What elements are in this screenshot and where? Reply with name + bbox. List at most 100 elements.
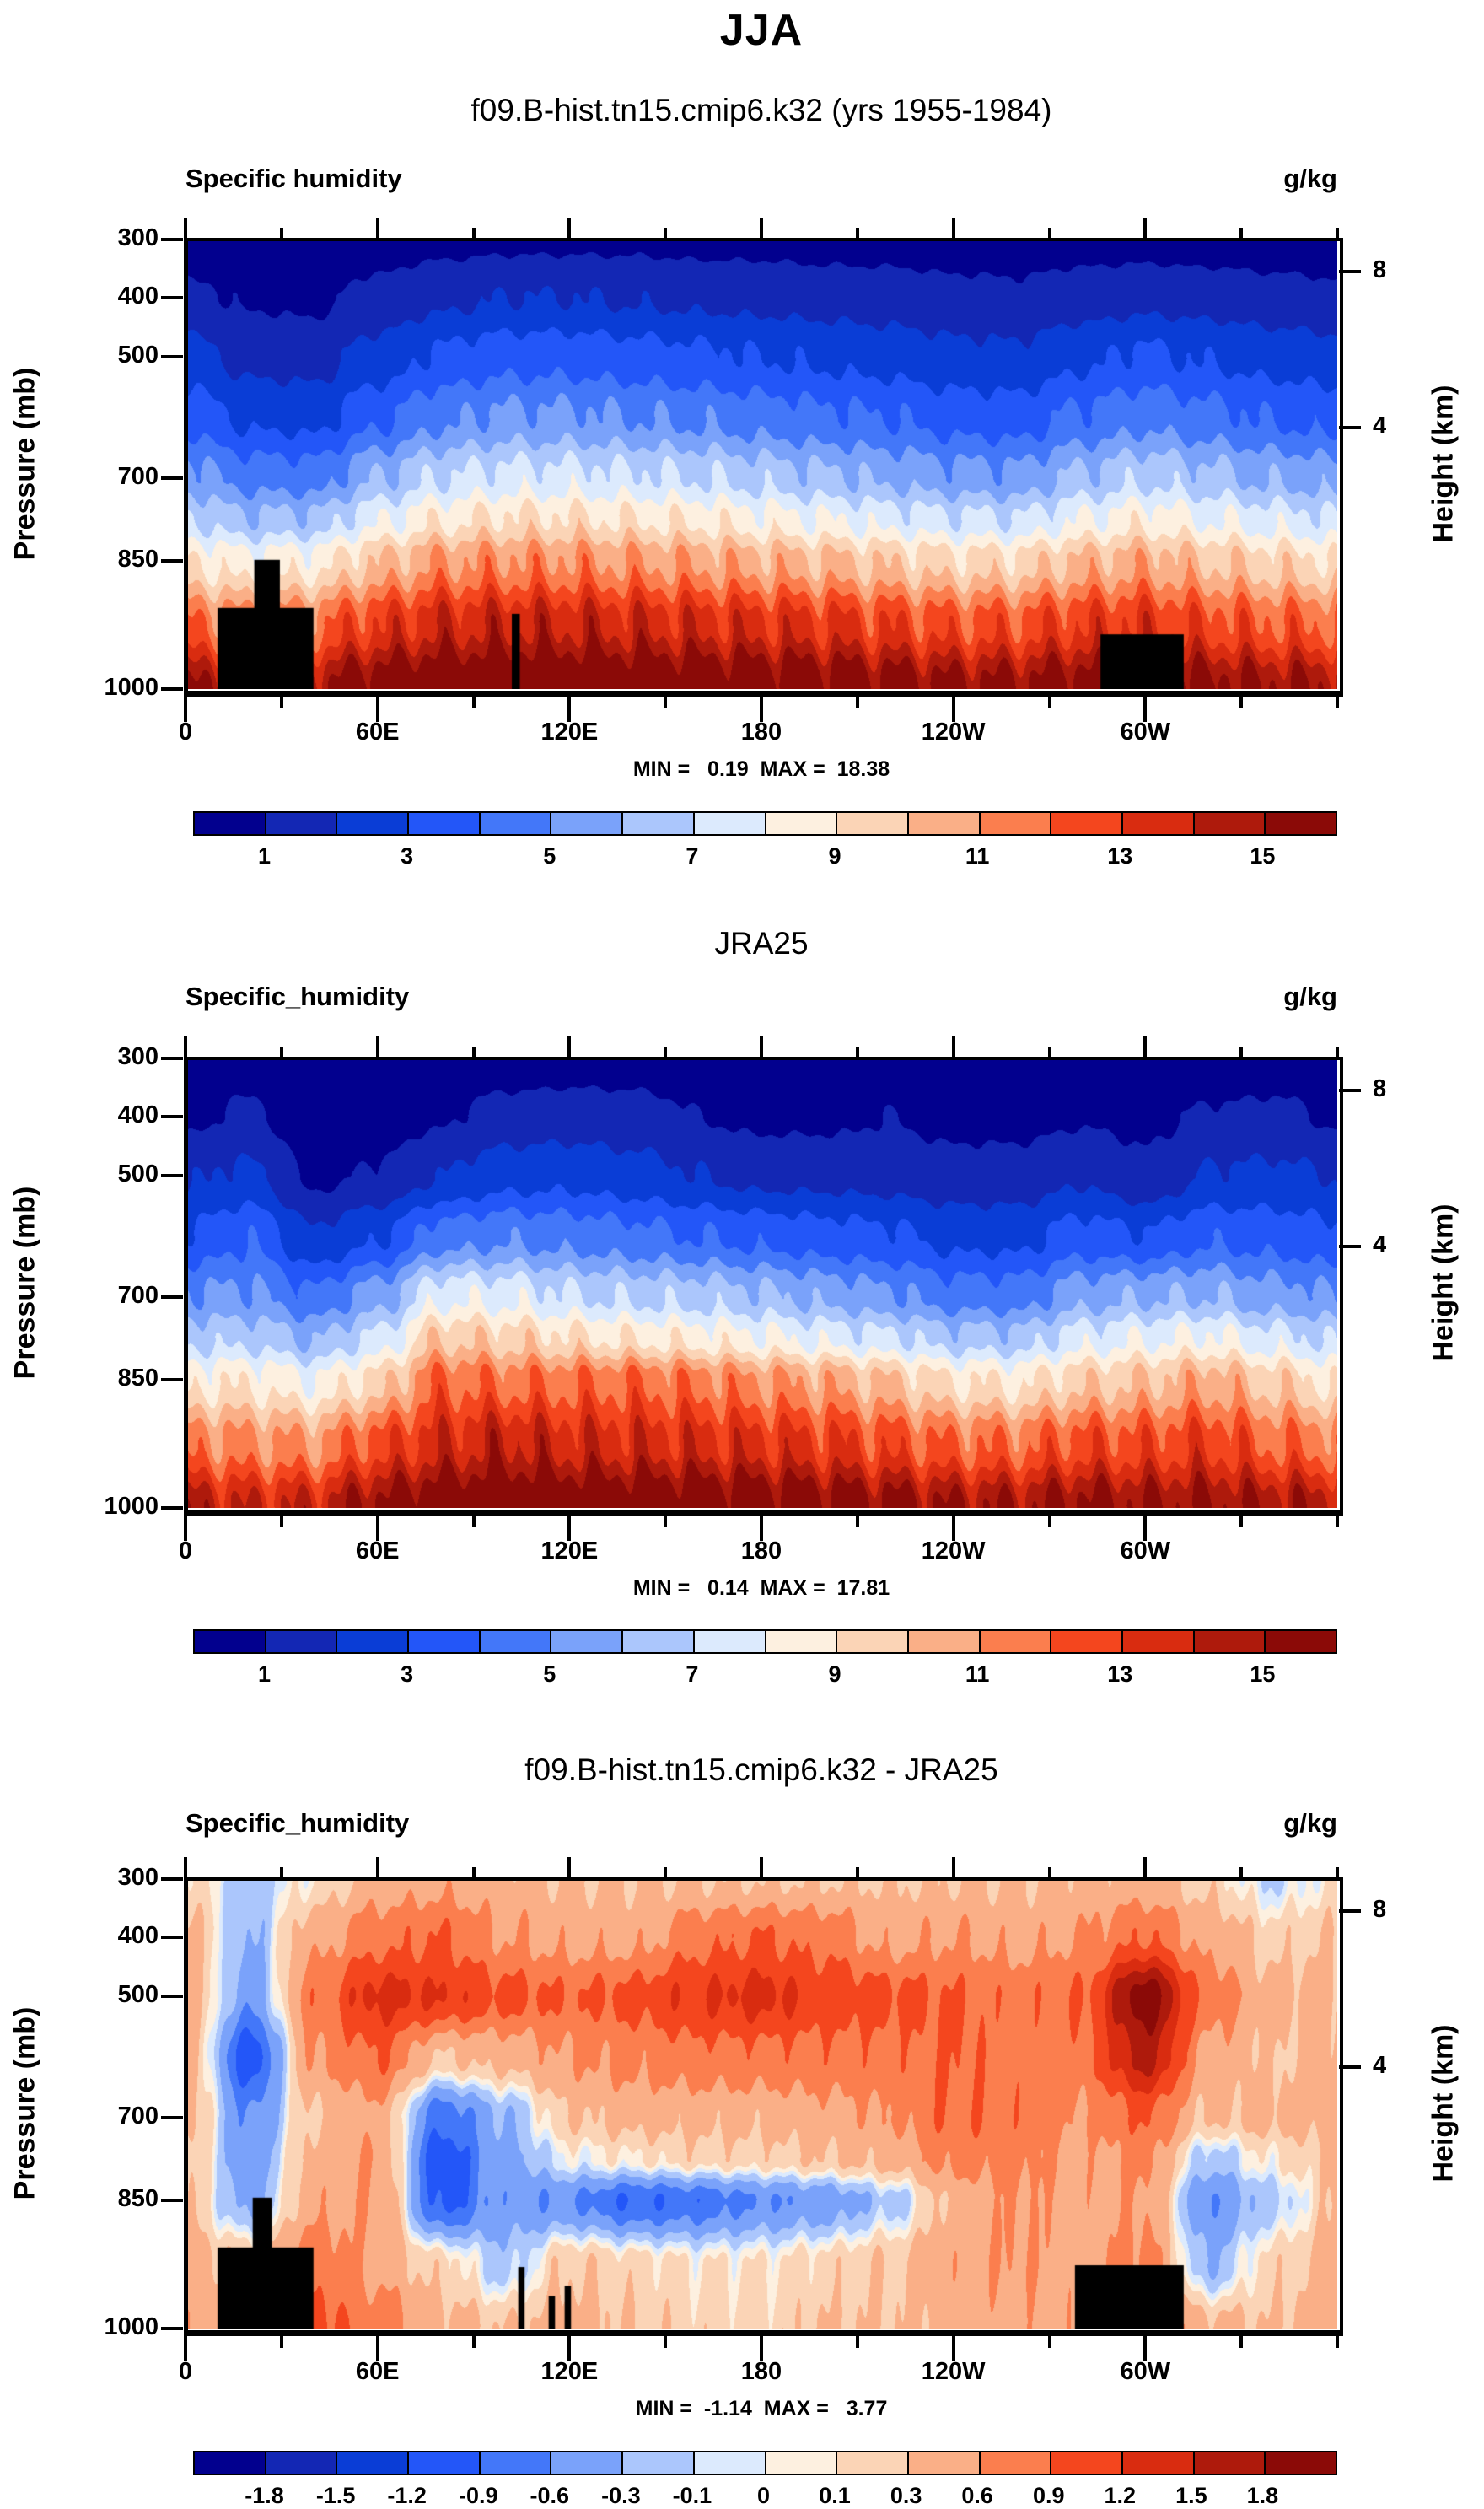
- x-major-tick-top: [1143, 1036, 1148, 1057]
- x-minor-tick-top: [279, 228, 283, 238]
- colorbar-cell: [480, 2452, 552, 2474]
- x-tick-label: 60W: [1120, 719, 1171, 746]
- panel1-minmax-text: MIN = 0.19 MAX = 18.38: [632, 757, 890, 781]
- height-tick-label: 8: [1373, 1074, 1387, 1102]
- x-tick-label: 120W: [921, 719, 986, 746]
- pressure-tick-label: 300: [117, 1864, 159, 1891]
- x-minor-tick-top: [855, 1867, 859, 1877]
- x-minor-tick-top: [1336, 228, 1339, 238]
- colorbar-tick-label: 15: [1250, 843, 1276, 869]
- x-major-tick-top: [951, 1857, 955, 1877]
- colorbar-cell: [1194, 813, 1266, 834]
- x-major-tick-top: [567, 1857, 572, 1877]
- colorbar-cell: [1122, 2452, 1195, 2474]
- x-major-tick-top: [184, 218, 187, 238]
- colorbar-cell: [908, 2452, 981, 2474]
- pressure-tick: [161, 1114, 183, 1118]
- colorbar-cell: [1266, 813, 1336, 834]
- height-tick: [1339, 269, 1361, 273]
- colorbar-cell: [623, 2452, 695, 2474]
- x-major-tick: [760, 693, 763, 722]
- panel1-yaxis-label: Pressure (mb): [8, 367, 41, 561]
- pressure-tick: [161, 2116, 183, 2120]
- colorbar-tick-label: 7: [686, 843, 699, 869]
- colorbar-tick-label: -0.6: [530, 2483, 570, 2508]
- x-minor-tick: [471, 2333, 476, 2348]
- x-tick-label: 180: [740, 2358, 782, 2385]
- colorbar-cell: [266, 1631, 338, 1652]
- colorbar-cell: [1051, 2452, 1123, 2474]
- panel3-field-label: Specific_humidity: [186, 1808, 410, 1838]
- panel1-field-label: Specific humidity: [186, 164, 402, 193]
- colorbar-tick-label: 13: [1107, 1661, 1133, 1687]
- panel2-units-label: g/kg: [1283, 982, 1337, 1011]
- x-major-tick-top: [760, 218, 763, 238]
- pressure-tick-label: 500: [117, 1160, 159, 1188]
- panel3-yaxis-label: Pressure (mb): [8, 2006, 41, 2200]
- pressure-tick-label: 400: [117, 282, 159, 310]
- pressure-tick-label: 500: [117, 342, 159, 369]
- colorbar-cell: [409, 1631, 481, 1652]
- colorbar-tick-label: 11: [965, 843, 990, 869]
- colorbar-cell: [623, 813, 695, 834]
- x-minor-tick: [279, 693, 283, 708]
- x-minor-tick-top: [471, 1867, 476, 1877]
- colorbar-cell: [337, 1631, 410, 1652]
- colorbar-cell: [1122, 813, 1195, 834]
- x-minor-tick-top: [279, 1867, 283, 1877]
- x-major-tick-top: [184, 1857, 187, 1877]
- height-tick-label: 8: [1373, 256, 1387, 283]
- colorbar-tick-label: 13: [1107, 843, 1133, 869]
- colorbar-cell: [266, 813, 338, 834]
- pressure-tick-label: 1000: [104, 674, 159, 701]
- pressure-tick-label: 300: [117, 1043, 159, 1070]
- height-tick-label: 8: [1373, 1895, 1387, 1923]
- height-tick-label: 4: [1373, 1230, 1387, 1258]
- colorbar-tick-label: -0.9: [458, 2483, 498, 2508]
- colorbar-cell: [409, 2452, 481, 2474]
- pressure-tick: [161, 1174, 183, 1178]
- colorbar-tick-label: -1.2: [387, 2483, 427, 2508]
- pressure-tick: [161, 1057, 183, 1060]
- x-tick-label: 60E: [355, 719, 400, 746]
- x-minor-tick-top: [1336, 1867, 1339, 1877]
- colorbar-cell: [337, 2452, 410, 2474]
- x-major-tick-top: [760, 1857, 763, 1877]
- x-major-tick-top: [1143, 1857, 1148, 1877]
- main-title: JJA: [719, 6, 804, 55]
- colorbar-tick-label: -1.8: [245, 2483, 284, 2508]
- colorbar-cell: [1051, 1631, 1123, 1652]
- colorbar-cell: [980, 2452, 1052, 2474]
- pressure-tick: [161, 476, 183, 481]
- colorbar-tick-label: 1.2: [1104, 2483, 1137, 2508]
- pressure-tick: [161, 2199, 183, 2203]
- pressure-tick: [161, 1378, 183, 1382]
- pressure-tick-label: 1000: [104, 1493, 159, 1520]
- pressure-tick: [161, 238, 183, 241]
- x-major-tick: [951, 2333, 955, 2361]
- x-major-tick: [760, 2333, 763, 2361]
- colorbar-tick-label: 5: [543, 843, 556, 869]
- colorbar-cell: [980, 1631, 1052, 1652]
- panel1-units-label: g/kg: [1283, 164, 1337, 193]
- panel3-title: f09.B-hist.tn15.cmip6.k32 - JRA25: [524, 1753, 998, 1787]
- colorbar-cell: [337, 813, 410, 834]
- x-tick-label: 60E: [355, 2358, 400, 2385]
- height-tick: [1339, 1088, 1361, 1092]
- colorbar-cell: [837, 813, 909, 834]
- panel1-contour-plot: [186, 240, 1337, 689]
- x-tick-label: 0: [178, 1537, 193, 1564]
- x-minor-tick: [664, 1512, 668, 1527]
- pressure-tick-label: 500: [117, 1981, 159, 2009]
- x-tick-label: 120W: [921, 1537, 986, 1564]
- colorbar-cell: [980, 813, 1052, 834]
- x-minor-tick-top: [1239, 1867, 1244, 1877]
- x-tick-label: 120E: [540, 719, 599, 746]
- x-minor-tick: [471, 693, 476, 708]
- x-minor-tick-top: [279, 1047, 283, 1057]
- x-minor-tick-top: [1239, 228, 1244, 238]
- colorbar-tick-label: 9: [828, 843, 841, 869]
- x-minor-tick: [1047, 1512, 1051, 1527]
- colorbar-tick-label: 5: [543, 1661, 556, 1687]
- x-major-tick-top: [951, 1036, 955, 1057]
